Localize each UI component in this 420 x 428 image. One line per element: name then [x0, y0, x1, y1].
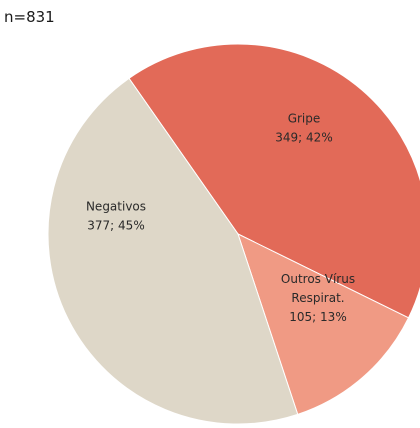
slice-label-negativos: Negativos 377; 45%	[86, 200, 146, 233]
slice-label-gripe: Gripe 349; 42%	[275, 112, 332, 145]
pie-slice-gripe	[128, 43, 420, 319]
pie-slice-outros	[237, 233, 410, 416]
pie-slice-negativos	[47, 77, 299, 425]
slice-label-outros: Outros Vírus Respirat. 105; 13%	[281, 272, 355, 324]
sample-size-label: n=831	[4, 8, 55, 26]
